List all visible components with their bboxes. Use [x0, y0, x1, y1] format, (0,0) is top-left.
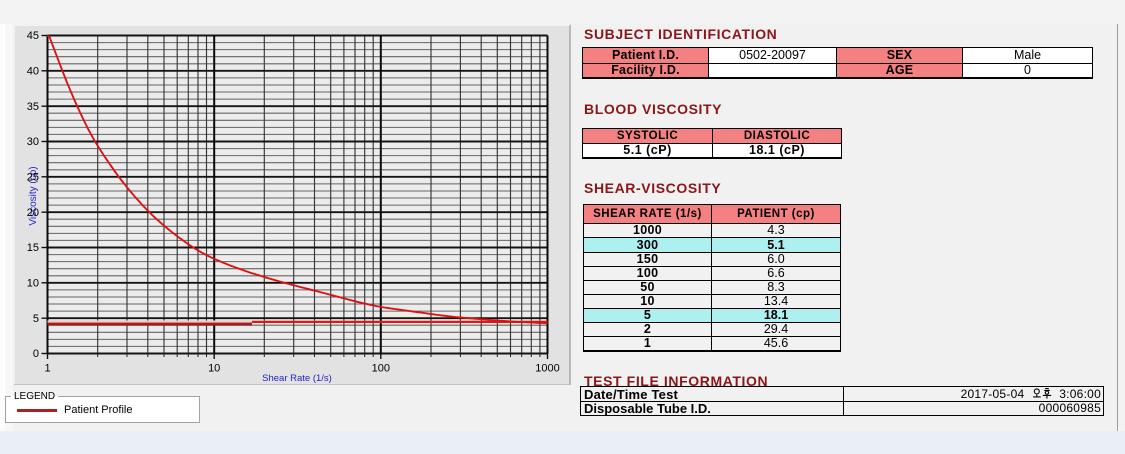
- svg-text:10: 10: [208, 363, 220, 375]
- svg-text:20: 20: [27, 207, 39, 219]
- svg-text:Shear Rate (1/s): Shear Rate (1/s): [262, 373, 332, 384]
- svg-text:5: 5: [33, 313, 39, 325]
- svg-text:Viscosity (cp): Viscosity (cp): [28, 166, 39, 225]
- svg-text:40: 40: [27, 66, 39, 78]
- svg-text:1: 1: [44, 363, 50, 375]
- svg-text:100: 100: [372, 363, 390, 375]
- svg-text:30: 30: [27, 136, 39, 148]
- svg-text:0: 0: [33, 348, 39, 360]
- svg-text:35: 35: [27, 101, 39, 113]
- svg-text:45: 45: [27, 30, 39, 42]
- svg-text:1000: 1000: [535, 363, 559, 375]
- svg-text:15: 15: [27, 242, 39, 254]
- svg-text:10: 10: [27, 278, 39, 290]
- svg-text:25: 25: [27, 172, 39, 184]
